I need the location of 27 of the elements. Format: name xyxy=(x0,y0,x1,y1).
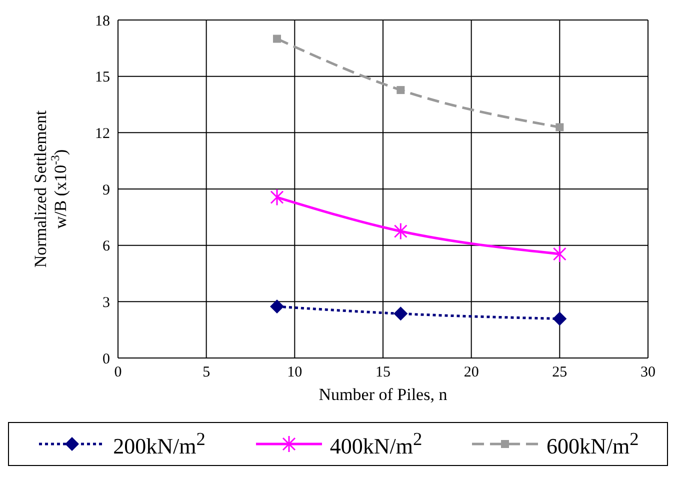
point xyxy=(273,34,281,43)
legend-label: 600kN/m$^{2}$ xyxy=(546,429,639,460)
legend-label: 400kN/m$^{2}$ xyxy=(330,429,422,460)
y-tick-label: 6 xyxy=(102,238,110,255)
y-tick-label: 0 xyxy=(102,351,110,368)
x-tick-label: 30 xyxy=(640,364,656,381)
y-tick-label: 12 xyxy=(95,126,110,142)
point xyxy=(394,306,408,321)
legend-label: 200kN/m$^{2}$ xyxy=(113,429,206,460)
y-tick-label: 9 xyxy=(102,182,110,198)
x-tick-label: 10 xyxy=(287,364,302,381)
x-tick-label: 0 xyxy=(114,364,122,381)
y-tick-label: 15 xyxy=(95,70,110,86)
x-tick-label: 20 xyxy=(464,364,479,381)
y-tick-label: 18 xyxy=(95,13,110,30)
x-tick-label: 15 xyxy=(376,364,390,381)
point xyxy=(552,245,566,263)
point xyxy=(270,300,284,314)
x-axis-title: Number of Piles, n xyxy=(318,385,448,404)
x-tick-label: 5 xyxy=(202,364,210,381)
point xyxy=(552,312,567,326)
y-tick-label: 3 xyxy=(102,294,110,311)
point xyxy=(556,123,564,132)
point xyxy=(270,188,284,206)
point xyxy=(394,222,408,240)
point xyxy=(396,86,405,94)
x-tick-label: 25 xyxy=(552,364,568,381)
